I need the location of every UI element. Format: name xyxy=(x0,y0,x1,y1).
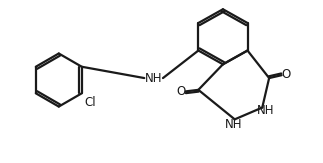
Text: O: O xyxy=(176,85,185,98)
Text: NH: NH xyxy=(225,118,243,131)
Text: NH: NH xyxy=(144,72,162,85)
Text: O: O xyxy=(282,68,291,81)
Text: NH: NH xyxy=(257,104,275,118)
Text: Cl: Cl xyxy=(85,96,96,109)
